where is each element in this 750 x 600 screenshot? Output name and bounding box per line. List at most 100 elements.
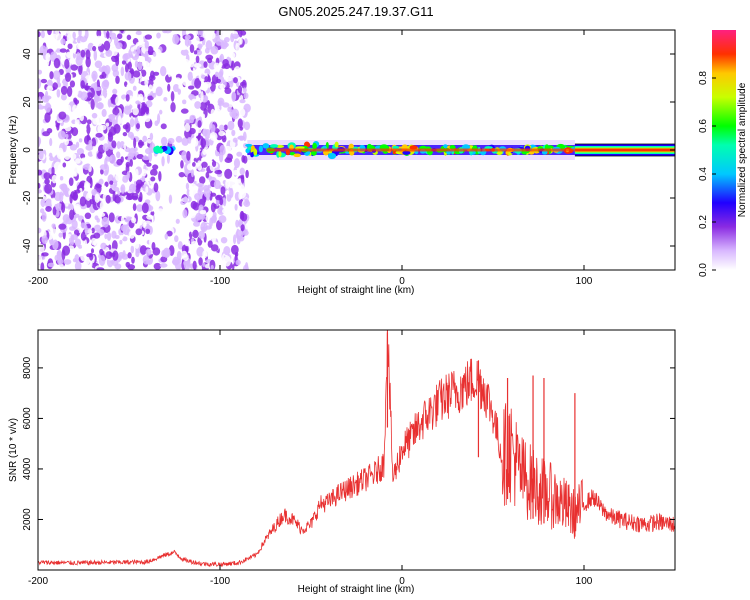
heatmap-cell: [241, 229, 249, 236]
colorbar-tick-label: 0.6: [698, 119, 709, 133]
heatmap-cell: [574, 148, 675, 152]
heatmap-cell: [219, 124, 225, 131]
heatmap-cell: [202, 128, 208, 137]
heatmap-cell: [115, 173, 123, 182]
heatmap-cell: [58, 111, 67, 120]
heatmap-cell: [161, 156, 165, 167]
heatmap-cell: [237, 135, 245, 141]
heatmap-cell: [86, 92, 93, 98]
heatmap-cell: [269, 144, 279, 148]
heatmap-cell: [125, 94, 130, 102]
heatmap-cell: [224, 168, 233, 180]
heatmap-cell: [192, 229, 199, 239]
heatmap-cell: [239, 167, 245, 176]
heatmap-cell: [120, 66, 125, 77]
heatmap-cell: [64, 190, 69, 197]
heatmap-cell: [94, 60, 103, 69]
heatmap-cell: [145, 100, 153, 108]
heatmap-cell: [85, 144, 94, 151]
heatmap-cell: [243, 121, 251, 131]
heatmap-cell: [108, 212, 115, 223]
heatmap-cell: [192, 67, 196, 79]
heatmap-cell: [65, 133, 69, 139]
heatmap-cell: [239, 99, 246, 104]
heatmap-cell: [188, 213, 196, 219]
heatmap-cell: [69, 144, 78, 151]
y-tick-label: 40: [22, 48, 33, 60]
heatmap-cell: [51, 166, 55, 176]
heatmap-cell: [136, 153, 144, 160]
heatmap-cell: [242, 87, 247, 93]
heatmap-cell: [142, 135, 148, 143]
heatmap-cell: [172, 34, 180, 45]
heatmap-cell: [184, 34, 191, 40]
heatmap-cell: [243, 48, 248, 58]
heatmap-cell: [167, 137, 175, 144]
heatmap-cell: [97, 151, 103, 159]
spectrogram-x-label: Height of straight line (km): [298, 285, 415, 296]
heatmap-cell: [198, 257, 203, 266]
heatmap-cell: [203, 188, 212, 198]
heatmap-cell: [142, 156, 150, 161]
heatmap-cell: [132, 203, 137, 211]
heatmap-cell: [55, 174, 59, 181]
heatmap-cell: [141, 103, 148, 113]
heatmap-cell: [159, 109, 163, 115]
heatmap-cell: [57, 130, 66, 140]
heatmap-cell: [126, 171, 130, 180]
heatmap-cell: [111, 140, 117, 149]
heatmap-cell: [205, 54, 214, 61]
heatmap-cell: [250, 152, 254, 158]
x-tick-label: 0: [399, 276, 405, 287]
heatmap-cell: [70, 234, 78, 241]
heatmap-cell: [69, 209, 75, 221]
heatmap-cell: [38, 189, 43, 194]
heatmap-cell: [101, 216, 110, 228]
heatmap-cell: [150, 176, 156, 182]
heatmap-cell: [129, 118, 135, 128]
heatmap-cell: [138, 141, 146, 146]
heatmap-cell: [189, 60, 195, 68]
heatmap-cell: [156, 208, 164, 214]
heatmap-cell: [51, 40, 58, 52]
heatmap-cell: [145, 248, 152, 256]
y-tick-label: -40: [22, 238, 33, 253]
heatmap-cell: [484, 146, 493, 150]
heatmap-cell: [49, 71, 54, 80]
heatmap-cell: [78, 30, 82, 38]
heatmap-cell: [137, 196, 143, 203]
heatmap-cell: [197, 120, 202, 128]
heatmap-cell: [137, 61, 143, 71]
heatmap-cell: [243, 103, 251, 113]
heatmap-cell: [187, 85, 195, 90]
heatmap-cell: [163, 96, 168, 102]
heatmap-cell: [80, 222, 86, 229]
heatmap-cell: [38, 175, 43, 185]
heatmap-cell: [92, 73, 97, 82]
heatmap-cell: [102, 143, 110, 152]
heatmap-cell: [199, 101, 208, 111]
heatmap-cell: [112, 88, 118, 95]
heatmap-cell: [53, 58, 61, 69]
heatmap-cell: [122, 131, 128, 137]
heatmap-cell: [104, 65, 111, 75]
heatmap-cell: [189, 116, 195, 124]
heatmap-cell: [73, 97, 78, 103]
heatmap-cell: [193, 147, 200, 159]
heatmap-cell: [136, 45, 141, 56]
heatmap-cell: [138, 37, 144, 43]
heatmap-cell: [208, 93, 215, 101]
heatmap-cell: [224, 76, 233, 82]
heatmap-cell: [38, 169, 43, 176]
heatmap-cell: [66, 86, 73, 97]
heatmap-cell: [46, 127, 53, 134]
heatmap-cell: [327, 152, 337, 160]
heatmap-cell: [232, 234, 237, 245]
heatmap-cell: [70, 160, 75, 168]
heatmap-cell: [148, 30, 154, 36]
heatmap-cell: [41, 252, 49, 257]
heatmap-cell: [105, 122, 110, 127]
heatmap-cell: [67, 104, 72, 116]
heatmap-cell: [221, 134, 227, 143]
heatmap-cell: [143, 117, 151, 123]
